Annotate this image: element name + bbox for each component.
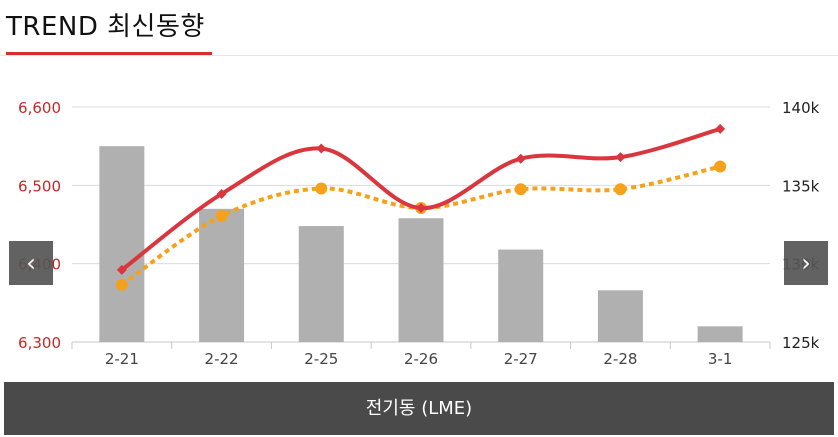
title-underline (6, 52, 212, 55)
chevron-right-icon: › (801, 249, 811, 277)
diamond-marker (316, 143, 327, 154)
prev-arrow-button[interactable]: ‹ (9, 241, 53, 285)
footer-bar: 전기동 (LME) (4, 382, 834, 435)
diamond-marker (416, 203, 426, 214)
circle-marker (714, 160, 727, 173)
bar (498, 249, 544, 342)
page-title: TREND 최신동향 (6, 12, 205, 42)
left-axis-tick-label: 6,600 (18, 99, 61, 117)
x-axis: 2-21 2-22 2-25 2-26 2-27 2-28 3-1 (71, 342, 771, 368)
bar (697, 326, 743, 342)
bar (199, 208, 245, 342)
bar (298, 226, 344, 342)
bar (597, 290, 643, 342)
x-tick-label: 2-27 (504, 350, 538, 368)
right-axis-tick-label: 135k (782, 177, 820, 195)
circle-marker (315, 182, 328, 195)
circle-marker (614, 183, 627, 196)
left-axis-tick-label: 6,500 (18, 177, 61, 195)
line-series (115, 123, 727, 291)
diamond-marker (216, 188, 227, 199)
diamond-marker (615, 152, 626, 163)
right-axis-tick-label: 140k (782, 99, 820, 117)
diamond-marker (715, 123, 726, 134)
x-tick-label: 2-25 (304, 350, 338, 368)
bar-series (99, 146, 743, 342)
right-axis-tick-label: 125k (782, 334, 820, 352)
circle-marker (115, 278, 128, 291)
chevron-left-icon: ‹ (26, 249, 36, 277)
x-tick-label: 3-1 (708, 350, 733, 368)
circle-marker (215, 209, 228, 222)
left-axis-tick-label: 6,300 (18, 334, 61, 352)
right-axis-labels: 125k130k135k140k (782, 99, 820, 352)
footer-label: 전기동 (LME) (365, 398, 473, 419)
x-tick-label: 2-21 (105, 350, 139, 368)
x-tick-label: 2-22 (205, 350, 239, 368)
bar (99, 146, 145, 342)
diamond-marker (116, 264, 127, 275)
next-arrow-button[interactable]: › (784, 241, 828, 285)
header-divider (0, 55, 838, 56)
x-tick-label: 2-26 (404, 350, 438, 368)
diamond-marker (515, 153, 526, 164)
x-tick-label: 2-28 (603, 350, 637, 368)
bar (398, 218, 444, 342)
circle-marker (514, 183, 527, 196)
